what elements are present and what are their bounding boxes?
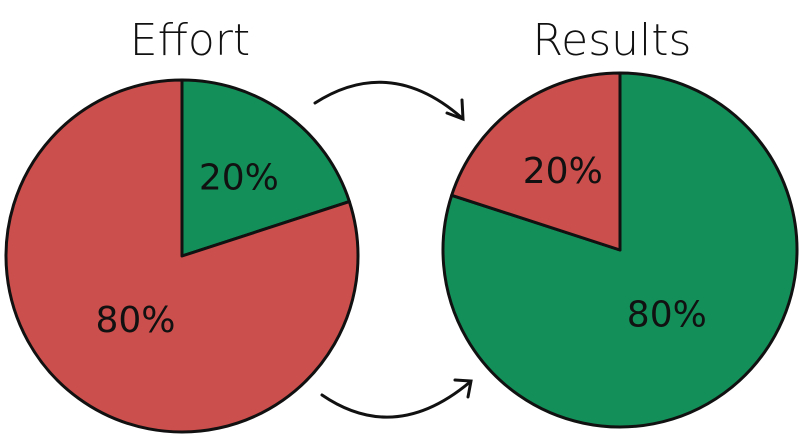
pie-slice-80 [4, 78, 360, 434]
pie-slice-20 [450, 71, 622, 252]
effort-title: Effort [130, 15, 250, 66]
slice-label: 20% [523, 151, 603, 192]
results-title: Results [533, 15, 692, 66]
effort-pie: 20% 80% [4, 78, 360, 434]
arrow-bottom [320, 378, 473, 419]
slice-label: 80% [627, 294, 707, 335]
pie-slice-20 [180, 78, 351, 258]
results-pie: 80% 20% [441, 71, 799, 429]
arrow-top [313, 80, 465, 122]
slice-label: 20% [199, 158, 279, 199]
slice-label: 80% [95, 300, 175, 341]
pie-slice-80 [441, 71, 799, 429]
